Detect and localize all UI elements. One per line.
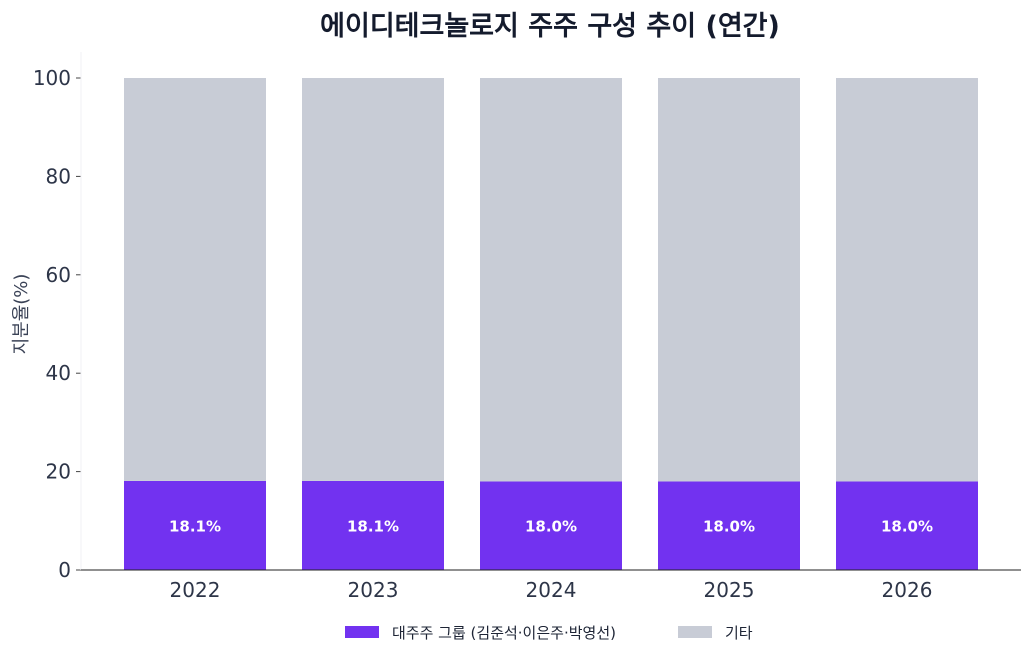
x-tick-label-2023: 2023 <box>348 578 399 602</box>
bar-data-label-2024: 18.0% <box>525 518 577 536</box>
chart-title: 에이디테크놀로지 주주 구성 추이 (연간) <box>320 11 780 42</box>
legend-swatch-others <box>678 626 712 638</box>
bar-data-label-2025: 18.0% <box>703 518 755 536</box>
x-tick-label-2025: 2025 <box>704 578 755 602</box>
bars-group: 18.1% 18.1% 18.0% 18.0% 18.0% <box>124 78 978 570</box>
legend-swatch-major-shareholders <box>345 626 379 638</box>
bar-data-label-2022: 18.1% <box>169 517 221 535</box>
bar-major-shareholders-2024 <box>480 481 622 570</box>
y-ticks-group: 0 20 40 60 80 100 <box>33 66 81 582</box>
x-tick-label-2024: 2024 <box>526 578 577 602</box>
legend-label-others: 기타 <box>725 624 753 642</box>
bar-major-shareholders-2025 <box>658 481 800 570</box>
y-tick-label-40: 40 <box>46 361 71 385</box>
bar-major-shareholders-2023 <box>302 480 444 570</box>
legend: 대주주 그룹 (김준석·이은주·박영선) 기타 <box>345 624 753 642</box>
bar-others-2025 <box>658 78 800 482</box>
x-ticks-group: 2022 2023 2024 2025 2026 <box>170 578 933 602</box>
y-tick-label-100: 100 <box>33 66 71 90</box>
bar-major-shareholders-2026 <box>836 481 978 570</box>
x-tick-label-2022: 2022 <box>170 578 221 602</box>
bar-data-label-2026: 18.0% <box>881 518 933 536</box>
legend-label-major-shareholders: 대주주 그룹 (김준석·이은주·박영선) <box>392 624 616 642</box>
x-tick-label-2026: 2026 <box>882 578 933 602</box>
bar-others-2022 <box>124 78 266 481</box>
bar-others-2026 <box>836 78 978 482</box>
bar-major-shareholders-2022 <box>124 480 266 570</box>
y-axis-label: 지분율(%) <box>11 274 32 355</box>
y-tick-label-60: 60 <box>46 263 71 287</box>
y-tick-label-0: 0 <box>58 558 71 582</box>
y-tick-label-20: 20 <box>46 460 71 484</box>
bar-others-2023 <box>302 78 444 481</box>
bar-others-2024 <box>480 78 622 482</box>
y-tick-label-80: 80 <box>46 164 71 188</box>
bar-data-label-2023: 18.1% <box>347 517 399 535</box>
